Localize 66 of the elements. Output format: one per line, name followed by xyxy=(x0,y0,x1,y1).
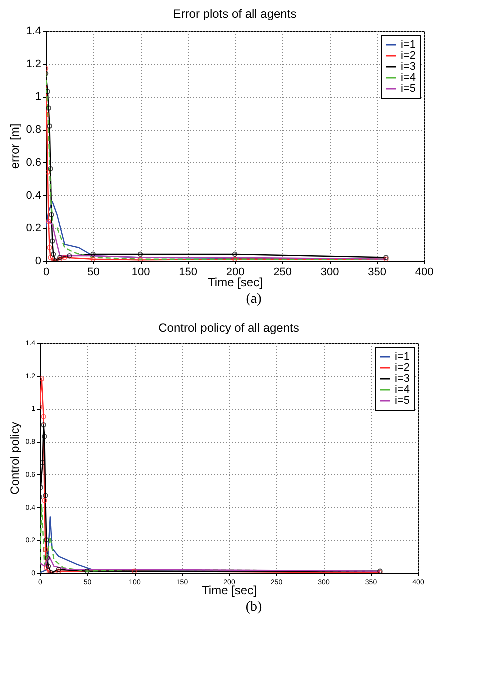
point xyxy=(47,124,52,129)
point xyxy=(232,252,238,258)
text: (a) xyxy=(245,292,263,308)
point xyxy=(48,255,54,260)
x-tick-label: 0 xyxy=(43,266,50,278)
point xyxy=(232,256,238,261)
legend-label: i=5 xyxy=(395,395,410,407)
x-tick-label: 300 xyxy=(320,266,340,278)
y-tick-label: 0.6 xyxy=(26,156,42,169)
x-tick-label: 250 xyxy=(274,266,292,278)
point xyxy=(48,166,54,172)
legend-label: i=2 xyxy=(401,50,416,62)
x-axis-title: Time [sec] xyxy=(202,584,257,598)
legend-label: i=5 xyxy=(401,83,416,95)
point xyxy=(46,170,51,175)
point xyxy=(46,106,52,111)
legend-label: i=2 xyxy=(395,362,410,374)
point xyxy=(90,252,96,258)
y-axis-title: Control policy xyxy=(8,422,22,495)
point xyxy=(50,238,56,244)
point xyxy=(62,255,68,260)
x-tick-label: 350 xyxy=(368,266,386,278)
x-tick-label: 50 xyxy=(88,266,100,278)
y-axis-title: error [m] xyxy=(8,124,22,170)
point xyxy=(43,493,48,498)
point xyxy=(132,568,138,573)
y-tick-label: 0.4 xyxy=(26,190,42,202)
point xyxy=(42,498,48,504)
point xyxy=(47,245,52,250)
legend-label: i=4 xyxy=(395,384,410,396)
y-tick-label: 0 xyxy=(35,256,42,268)
y-tick-label: 1.4 xyxy=(26,26,42,38)
point xyxy=(138,252,144,258)
x-tick-label: 200 xyxy=(226,266,245,278)
point xyxy=(46,89,51,94)
chart-title: Control policy of all agents xyxy=(158,321,300,335)
chart-title: Error plots of all agents xyxy=(173,7,297,21)
x-axis-title: Time [sec] xyxy=(208,276,263,290)
legend-label: i=1 xyxy=(395,351,410,363)
point xyxy=(49,212,54,218)
point xyxy=(50,252,56,258)
line-series xyxy=(46,220,387,260)
point xyxy=(42,434,48,440)
point xyxy=(67,253,72,259)
point xyxy=(44,556,50,561)
point xyxy=(46,218,52,224)
point xyxy=(40,376,45,382)
y-tick-label: 0.2 xyxy=(26,222,42,235)
point xyxy=(90,256,96,261)
legend-label: i=3 xyxy=(395,373,410,385)
y-tick-label: 0.8 xyxy=(26,124,42,136)
y-tick-label: 1.2 xyxy=(26,58,42,70)
x-tick-label: 150 xyxy=(179,266,198,278)
x-tick-label: 100 xyxy=(132,266,150,278)
y-tick-label: 1 xyxy=(35,91,42,104)
point xyxy=(84,568,90,573)
point xyxy=(41,422,46,428)
point xyxy=(43,547,48,553)
point xyxy=(44,538,50,543)
line-series xyxy=(40,556,381,572)
legend-label: i=4 xyxy=(401,72,416,84)
legend-label: i=3 xyxy=(401,61,416,73)
text: (b) xyxy=(244,600,264,616)
x-tick-label: 400 xyxy=(415,266,434,278)
legend-label: i=1 xyxy=(401,39,416,51)
point xyxy=(41,414,46,420)
